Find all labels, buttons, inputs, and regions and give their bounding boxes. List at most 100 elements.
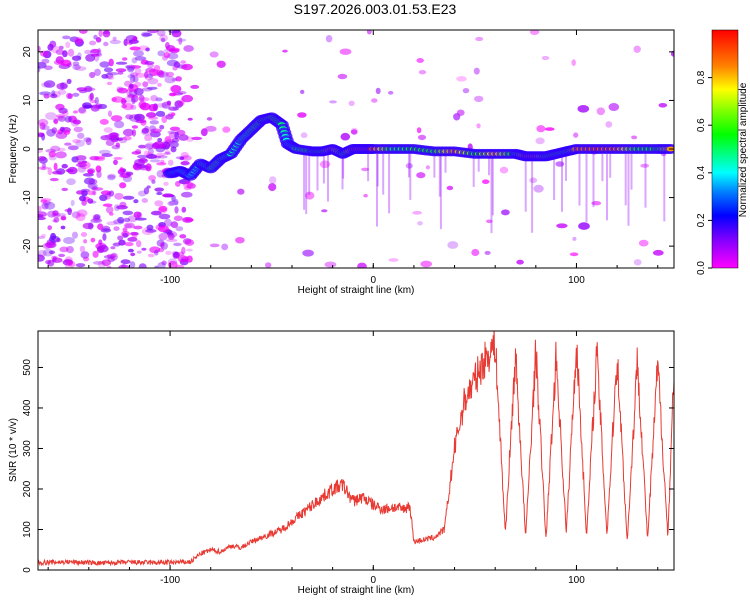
spectrogram-noise-cell xyxy=(107,173,117,179)
snr-series-line xyxy=(38,331,674,567)
spectrogram-noise-cell xyxy=(265,262,272,268)
spectrogram-noise-cell xyxy=(163,181,169,186)
spectrogram-noise-cell xyxy=(105,139,115,146)
spectrogram-noise-cell xyxy=(130,231,139,236)
spectrogram-noise-cell xyxy=(83,137,92,143)
spectrogram-noise-cell xyxy=(168,30,180,34)
spectrogram-noise-cell xyxy=(102,203,113,207)
bottom-y-tick-label: 300 xyxy=(22,440,33,457)
spectrogram-noise-cell xyxy=(56,82,68,90)
spectrogram-noise-cell xyxy=(110,246,116,250)
spectrogram-noise-cell xyxy=(90,237,96,243)
spectrogram-streak xyxy=(553,153,556,200)
spectrogram-noise-cell xyxy=(62,259,73,266)
spectrogram-noise-cell xyxy=(100,228,112,233)
spectrogram-noise-cell xyxy=(148,175,157,181)
spectrogram-noise-cell xyxy=(156,69,164,76)
spectrogram-streak xyxy=(408,153,410,178)
spectrogram-noise-cell xyxy=(501,209,510,216)
spectrogram-noise-cell xyxy=(151,179,156,184)
colorbar: 0.0 0.2 0.4 0.6 0.8 Normalized spectral ampl… xyxy=(696,29,749,275)
spectrogram-noise-cell xyxy=(95,37,102,43)
spectrogram-noise-cell xyxy=(87,169,94,174)
spectrogram-noise-cell xyxy=(221,243,229,251)
spectrogram-noise-cell xyxy=(190,84,200,89)
spectrogram-noise-cell xyxy=(74,37,84,45)
spectrogram-noise-cell xyxy=(134,217,147,221)
spectrogram-noise-cell xyxy=(128,83,134,89)
bottom-x-tick-label: -100 xyxy=(160,575,180,586)
spectrogram-noise-cell xyxy=(138,144,146,149)
spectrogram-noise-cell xyxy=(65,262,70,268)
spectrogram-noise-cell xyxy=(42,242,52,249)
spectrogram-noise-cell xyxy=(605,121,613,128)
bottom-x-tick-label: 100 xyxy=(568,575,585,586)
spectrogram-noise-cell xyxy=(168,200,179,206)
spectrogram-noise-cell xyxy=(181,206,187,213)
spectrogram-noise-cell xyxy=(137,154,148,159)
spectrogram-noise-cell xyxy=(591,201,602,206)
spectrogram-noise-cell xyxy=(41,202,49,210)
spectrogram-noise-cell xyxy=(475,36,484,42)
spectrogram-noise-cell xyxy=(163,52,171,59)
spectrogram-noise-cell xyxy=(56,115,64,121)
spectrogram-noise-cell xyxy=(62,35,71,40)
spectrogram-noise-cell xyxy=(89,40,97,46)
spectrogram-noise-cell xyxy=(167,201,175,207)
spectrogram-noise-cell xyxy=(155,110,166,117)
spectrogram-streak xyxy=(367,153,370,182)
spectrogram-noise-cell xyxy=(38,166,50,170)
spectrogram-noise-cell xyxy=(350,129,358,135)
spectrogram-noise-cell xyxy=(83,104,94,109)
spectrogram-noise-cell xyxy=(555,161,565,167)
spectrogram-noise-cell xyxy=(111,145,121,150)
spectrogram-noise-cell xyxy=(155,97,163,102)
spectrogram-streak xyxy=(472,153,475,187)
spectrogram-streak xyxy=(578,153,581,206)
spectrogram-noise-cell xyxy=(39,122,46,130)
spectrogram-noise-cell xyxy=(156,162,167,166)
spectrogram-streak xyxy=(592,153,595,207)
spectrogram-noise-cell xyxy=(74,66,87,71)
spectrogram-noise-cell xyxy=(101,153,113,158)
spectrogram-noise-cell xyxy=(122,57,128,61)
top-y-tick-label: -10 xyxy=(22,190,33,205)
spectrogram-noise-cell xyxy=(143,150,149,156)
spectrogram-cells xyxy=(38,30,674,268)
spectrogram-noise-cell xyxy=(112,36,117,41)
spectrogram-noise-cell xyxy=(101,259,112,267)
spectrogram-noise-cell xyxy=(47,167,53,176)
spectrogram-noise-cell xyxy=(159,241,165,249)
spectrogram-noise-cell xyxy=(96,52,103,57)
spectrogram-noise-cell xyxy=(164,76,176,84)
spectrogram-noise-cell xyxy=(158,213,171,220)
spectrogram-noise-cell xyxy=(235,237,245,244)
spectrogram-noise-cell xyxy=(107,174,116,181)
spectrogram-noise-cell xyxy=(146,86,158,90)
spectrogram-noise-cell xyxy=(51,90,56,97)
top-x-tick-label: -100 xyxy=(160,275,180,286)
spectrogram-streak xyxy=(388,153,391,214)
spectrogram-noise-cell xyxy=(150,128,162,134)
chart-title: S197.2026.003.01.53.E23 xyxy=(294,1,457,17)
spectrogram-noise-cell xyxy=(167,260,178,268)
spectrogram-noise-cell xyxy=(300,132,308,139)
spectrogram-noise-cell xyxy=(181,246,186,255)
spectrogram-noise-cell xyxy=(89,92,94,101)
spectrogram-noise-cell xyxy=(71,211,81,219)
spectrogram-noise-cell xyxy=(52,210,59,217)
spectrogram-noise-cell xyxy=(577,105,590,113)
top-y-tick-label: 20 xyxy=(22,46,33,58)
spectrogram-noise-cell xyxy=(122,103,134,111)
spectrogram-noise-cell xyxy=(157,155,168,159)
spectrogram-streak xyxy=(585,153,588,222)
spectrogram-noise-cell xyxy=(185,218,194,222)
spectrogram-noise-cell xyxy=(149,120,159,125)
spectrogram-noise-cell xyxy=(453,113,461,121)
spectrogram-noise-cell xyxy=(78,90,88,94)
spectrogram-noise-cell xyxy=(141,198,148,203)
spectrogram-noise-cell xyxy=(70,199,75,207)
spectrogram-noise-cell xyxy=(82,222,94,230)
spectrogram-noise-cell xyxy=(405,163,413,169)
spectrogram-noise-cell xyxy=(361,167,370,172)
